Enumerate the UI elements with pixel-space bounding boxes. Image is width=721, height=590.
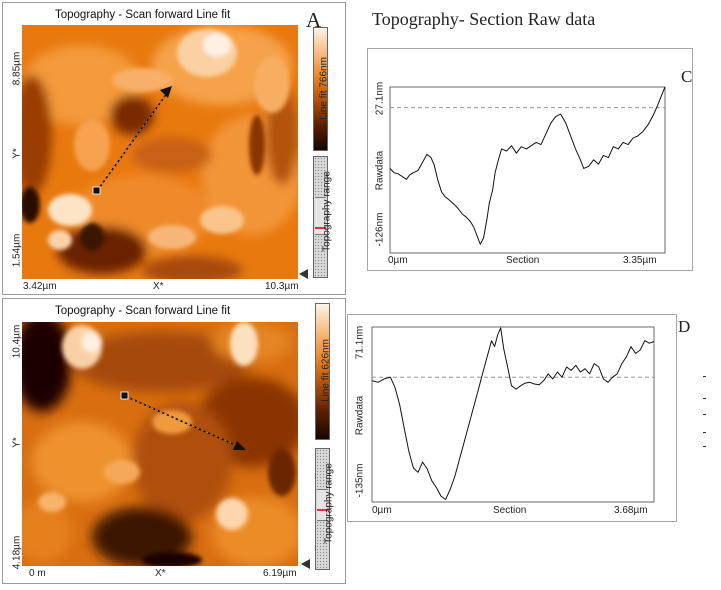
edge-tick xyxy=(703,446,706,447)
panel-a-x-axis-label: X* xyxy=(153,281,164,292)
chart-d-y-axis-label: Rawdata xyxy=(354,395,366,436)
chart-c-x-max: 3.35µm xyxy=(623,255,657,266)
section-arrowhead-a xyxy=(160,86,172,98)
range-bar-b xyxy=(315,448,330,570)
panel-b-title: Topography - Scan forward Line fit xyxy=(55,305,231,317)
edge-tick xyxy=(703,398,706,399)
panel-a-y-axis-label: Y* xyxy=(11,148,23,159)
panel-a-title: Topography - Scan forward Line fit xyxy=(55,9,231,21)
plot-frame xyxy=(371,326,655,503)
edge-tick xyxy=(703,414,706,415)
panel-b: Topography - Scan forward Line fit B 10.… xyxy=(2,298,346,584)
chart-c-x-axis-label: Section xyxy=(506,255,540,266)
section-start-marker-a xyxy=(92,186,101,195)
colorbar-b xyxy=(315,303,330,440)
panel-a-letter: A xyxy=(306,8,322,32)
panel-b-x-max: 6.19µm xyxy=(263,568,297,579)
panel-a-y-max: 8.85µm xyxy=(11,51,23,86)
panel-a-y-min: 1.54µm xyxy=(11,233,23,268)
chart-d-x-axis-label: Section xyxy=(493,505,527,516)
topography-scan-a xyxy=(22,25,298,279)
section-graph-d: D 71.1nm Rawdata -135nm 0µm Section 3.68… xyxy=(347,314,690,522)
figure-title: Topography- Section Raw data xyxy=(372,9,596,29)
chart-c-x-min: 0µm xyxy=(388,255,408,266)
scan-image-b xyxy=(22,322,298,566)
panel-b-y-axis-label: Y* xyxy=(11,437,23,448)
chart-d-title: D xyxy=(678,317,691,336)
topography-scan-b xyxy=(22,322,298,566)
chart-c-y-axis-label: Rawdata xyxy=(374,150,386,191)
panel-b-x-min: 0 m xyxy=(29,568,46,579)
chart-d-x-min: 0µm xyxy=(372,505,392,516)
colorbar-label-a: Line fit 766nm xyxy=(318,57,330,120)
section-start-marker-b xyxy=(120,391,129,400)
chart-d-y-min: -135nm xyxy=(354,463,366,498)
range-label-b: Topography range xyxy=(323,463,335,544)
panel-a-x-min: 3.42µm xyxy=(23,281,57,292)
range-pointer-b[interactable] xyxy=(301,559,310,569)
edge-tick xyxy=(703,432,706,433)
section-line-b xyxy=(124,395,243,449)
scan-image-a xyxy=(22,25,298,279)
range-label-a: Topography range xyxy=(321,171,333,252)
section-arrowhead-b xyxy=(233,441,246,450)
chart-c-plot xyxy=(389,86,666,254)
colorbar-a xyxy=(313,27,328,151)
range-pointer-a[interactable] xyxy=(299,269,308,279)
edge-tick xyxy=(703,376,706,377)
panel-b-x-axis-label: X* xyxy=(155,568,166,579)
range-bar-a xyxy=(313,156,328,278)
chart-d-svg xyxy=(371,326,655,503)
panel-a-x-max: 10.3µm xyxy=(265,281,299,292)
panel-b-y-max: 10.4µm xyxy=(11,324,23,359)
range-marker-b xyxy=(317,509,328,511)
chart-d-y-max: 71.1nm xyxy=(354,325,366,360)
panel-a: Topography - Scan forward Line fit A 8.8… xyxy=(2,2,346,295)
chart-c-y-min: -126nm xyxy=(374,212,386,247)
colorbar-label-b: Line fit 626nm xyxy=(320,339,332,402)
chart-c-y-max: 27.1nm xyxy=(374,81,386,116)
range-window-b xyxy=(317,489,328,521)
chart-d-plot xyxy=(371,326,655,503)
range-window-a xyxy=(315,197,326,235)
section-graph-c: C 27.1nm Rawdata -126nm 0µm Section 3.35… xyxy=(367,48,693,271)
panel-b-y-min: 4.18µm xyxy=(11,535,23,570)
chart-c-svg xyxy=(389,86,666,254)
section-profile-line xyxy=(371,327,655,500)
chart-c-title: C xyxy=(681,67,693,86)
range-marker-a xyxy=(315,227,326,229)
plot-frame xyxy=(389,86,666,254)
section-profile-line xyxy=(389,86,666,245)
chart-d-x-max: 3.68µm xyxy=(614,505,648,516)
